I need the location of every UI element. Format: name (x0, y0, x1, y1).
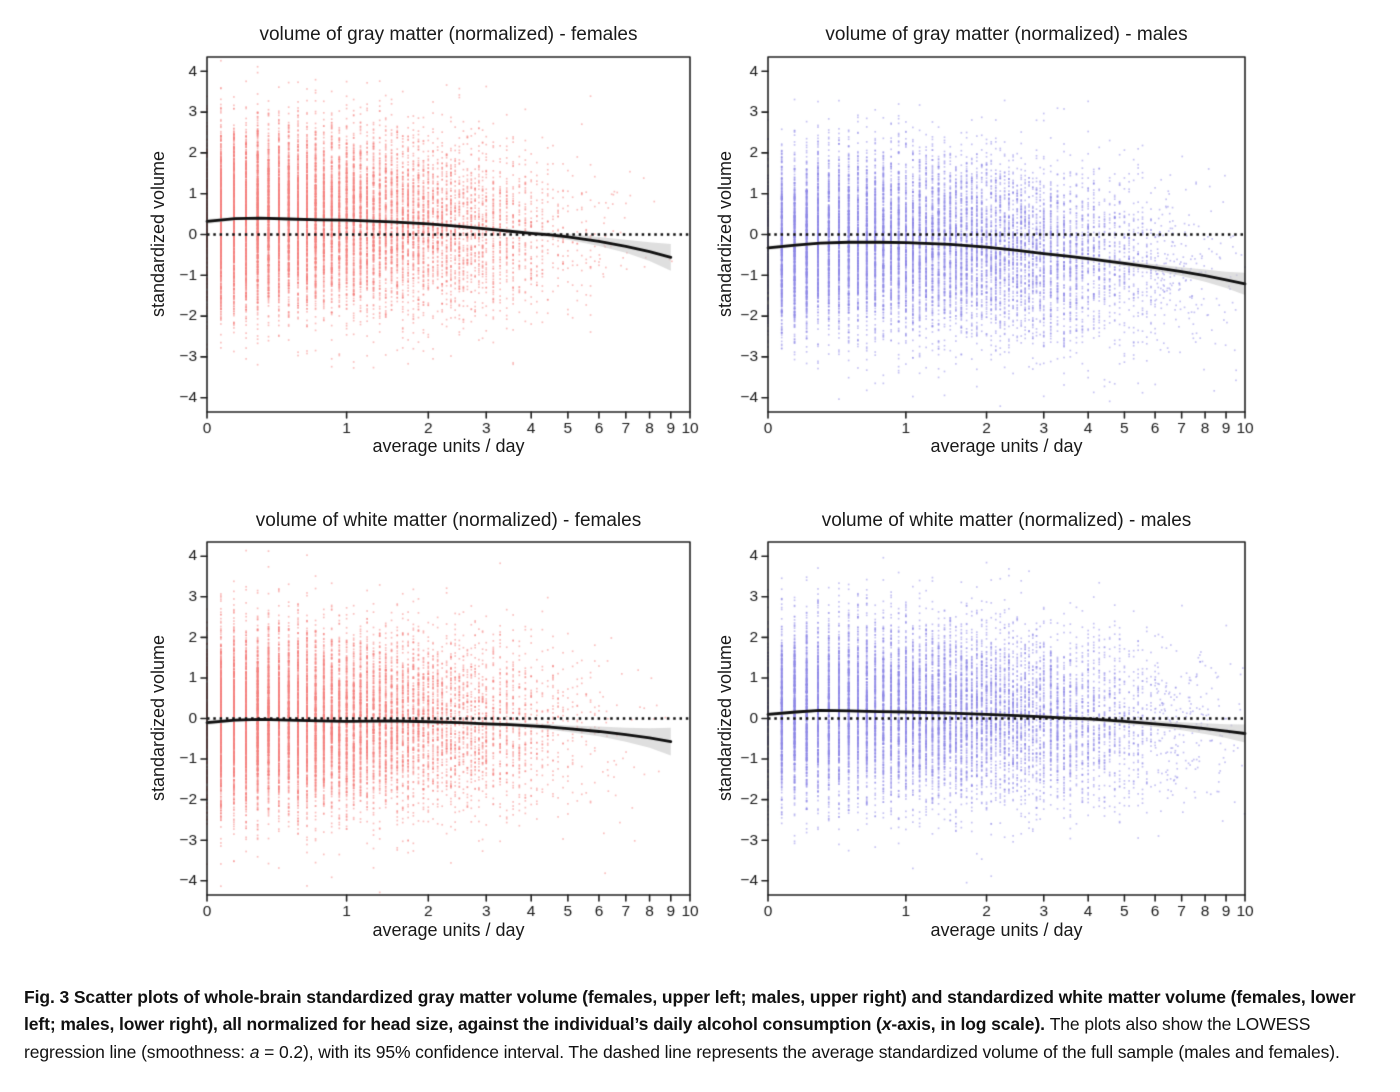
figure-caption: Fig. 3 Scatter plots of whole-brain stan… (24, 984, 1378, 1067)
panel-gray-matter-females: volume of gray matter (normalized) - fem… (0, 0, 700, 490)
scatter-canvas-white-males (700, 488, 1400, 978)
y-axis-label: standardized volume (715, 634, 735, 802)
caption-segment: Fig. 3 Scatter plots of whole-brain stan… (24, 986, 1356, 1035)
plot-title: volume of gray matter (normalized) - mal… (825, 24, 1188, 45)
caption-segment: a (249, 1041, 260, 1062)
plot-title: volume of gray matter (normalized) - fem… (259, 24, 638, 45)
plot-title: volume of white matter (normalized) - fe… (255, 510, 642, 531)
panel-gray-matter-males: volume of gray matter (normalized) - mal… (700, 0, 1400, 490)
plot-title: volume of white matter (normalized) - ma… (821, 510, 1192, 531)
caption-segment: -axis, in log scale). (891, 1014, 1050, 1034)
panel-white-matter-females: volume of white matter (normalized) - fe… (0, 488, 700, 978)
y-axis-label: standardized volume (148, 634, 168, 802)
caption-segment: = 0.2), with its 95% confidence interval… (259, 1041, 1340, 1062)
caption-segment: x (881, 1014, 892, 1034)
scatter-canvas-gray-females (0, 0, 700, 490)
x-axis-label: average units / day (372, 436, 525, 456)
y-axis-label: standardized volume (715, 150, 735, 318)
scatter-canvas-gray-males (700, 0, 1400, 490)
caption-segment: The plots also show the LOWESS regressio… (24, 1014, 1311, 1062)
x-axis-label: average units / day (930, 920, 1083, 940)
y-axis-label: standardized volume (148, 150, 168, 318)
scatter-canvas-white-females (0, 488, 700, 978)
x-axis-label: average units / day (930, 436, 1083, 456)
panel-white-matter-males: volume of white matter (normalized) - ma… (700, 488, 1400, 978)
x-axis-label: average units / day (372, 920, 525, 940)
